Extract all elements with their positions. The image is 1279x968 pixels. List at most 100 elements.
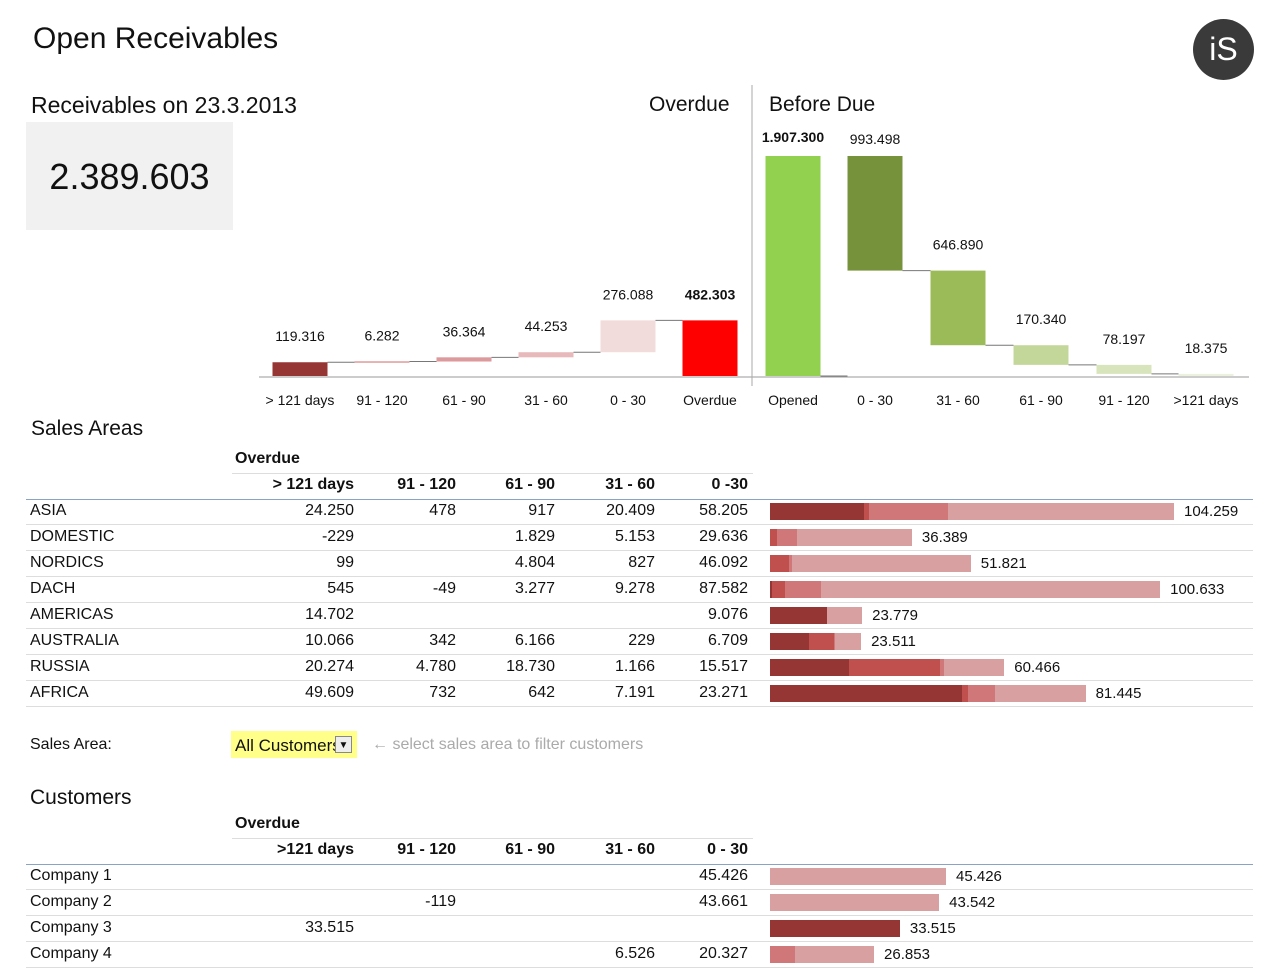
chevron-down-icon[interactable]: ▼ (335, 736, 352, 753)
sales-cell: 9.076 (638, 606, 748, 624)
customer-row-divider (26, 915, 1253, 916)
data-label-beforedue-3: 170.340 (1016, 311, 1067, 327)
sales-bar-total: 81.445 (1096, 685, 1142, 702)
sales-row-divider (26, 576, 1253, 577)
customer-bar-total: 43.542 (949, 894, 995, 911)
customer-cell: 45.426 (638, 867, 748, 885)
sales-bar-segment (810, 633, 834, 650)
tick-beforedue-3: 61 - 90 (1019, 392, 1063, 408)
customer-row-name: Company 4 (30, 945, 112, 963)
sales-bar-segment (835, 633, 861, 650)
sales-bar-segment (792, 555, 971, 572)
sales-row-name: AUSTRALIA (30, 632, 119, 650)
header-divider (232, 838, 753, 839)
sales-cell: 58.205 (638, 502, 748, 520)
customer-bar-segment (795, 946, 874, 963)
data-label-overdue-5: 482.303 (685, 286, 736, 302)
customer-row-divider (26, 941, 1253, 942)
filter-hint: ← select sales area to filter customers (372, 736, 643, 754)
sales-row-name: RUSSIA (30, 658, 90, 676)
tick-overdue-4: 0 - 30 (610, 392, 646, 408)
bar-beforedue-4 (1097, 365, 1152, 374)
sales-row-name: DACH (30, 580, 75, 598)
bar-beforedue-3 (1014, 345, 1069, 365)
header-underline (26, 864, 1253, 865)
sales-bar-segment (770, 685, 962, 702)
data-label-overdue-1: 6.282 (364, 328, 399, 344)
customer-bar-segment (770, 894, 939, 911)
sales-bar-segment (770, 503, 864, 520)
bar-beforedue-2 (931, 271, 986, 346)
data-label-beforedue-2: 646.890 (933, 237, 984, 253)
tick-overdue-0: > 121 days (266, 392, 335, 408)
sales-row-divider (26, 680, 1253, 681)
data-label-beforedue-5: 18.375 (1185, 340, 1228, 356)
sales-cell: 6.709 (638, 632, 748, 650)
customer-bar-total: 45.426 (956, 868, 1002, 885)
overdue-group-header: Overdue (235, 815, 300, 833)
sales-bar-total: 100.633 (1170, 581, 1224, 598)
sales-bar-segment (944, 659, 1004, 676)
sales-bar-segment (770, 633, 809, 650)
sales-row-divider (26, 550, 1253, 551)
sales-bar-segment (777, 529, 797, 546)
sales-bar-total: 104.259 (1184, 503, 1238, 520)
sales-cell: 642 (445, 684, 555, 702)
sales-bar-total: 51.821 (981, 555, 1027, 572)
bar-overdue-2 (437, 357, 492, 361)
bar-overdue-0 (273, 362, 328, 376)
column-header-2: 61 - 90 (445, 476, 555, 494)
sales-bar-segment (785, 581, 821, 598)
sales-area-dropdown[interactable]: All Customers ▼ (231, 731, 357, 758)
customer-row-name: Company 1 (30, 867, 112, 885)
bar-overdue-1 (355, 362, 410, 363)
sales-cell: 917 (445, 502, 555, 520)
sales-cell: 545 (244, 580, 354, 598)
sales-bar-total: 36.389 (922, 529, 968, 546)
header-underline (26, 499, 1253, 500)
tick-overdue-2: 61 - 90 (442, 392, 486, 408)
sales-cell: 87.582 (638, 580, 748, 598)
customer-bar-segment (770, 946, 795, 963)
data-label-overdue-4: 276.088 (603, 286, 654, 302)
sales-bar-segment (827, 607, 862, 624)
sales-row-divider (26, 706, 1253, 707)
customer-bar-total: 33.515 (910, 920, 956, 937)
customer-cell: 33.515 (244, 919, 354, 937)
customer-bar-segment (770, 920, 900, 937)
sales-bar-segment (772, 581, 785, 598)
tick-beforedue-0: Opened (768, 392, 818, 408)
sales-cell: 732 (346, 684, 456, 702)
sales-bar-total: 60.466 (1014, 659, 1060, 676)
sales-bar-total: 23.511 (871, 633, 916, 650)
customer-row-name: Company 3 (30, 919, 112, 937)
sales-bar-segment (968, 685, 996, 702)
bar-beforedue-1 (848, 156, 903, 271)
data-label-beforedue-1: 993.498 (850, 131, 901, 147)
data-label-overdue-0: 119.316 (275, 328, 325, 344)
column-header-4: 0 -30 (638, 476, 748, 494)
sales-bar-segment (770, 659, 849, 676)
tick-beforedue-1: 0 - 30 (857, 392, 893, 408)
data-label-beforedue-0: 1.907.300 (762, 129, 824, 145)
tick-beforedue-4: 91 - 120 (1098, 392, 1150, 408)
bar-overdue-5 (683, 320, 738, 376)
tick-overdue-3: 31 - 60 (524, 392, 568, 408)
sales-cell: 99 (244, 554, 354, 572)
column-header-2: 61 - 90 (445, 841, 555, 859)
sales-cell: 4.780 (346, 658, 456, 676)
sales-bar-segment (821, 581, 1160, 598)
customer-row-name: Company 2 (30, 893, 112, 911)
sales-row-name: ASIA (30, 502, 66, 520)
sales-cell: 20.274 (244, 658, 354, 676)
sales-cell: 29.636 (638, 528, 748, 546)
customers-title: Customers (30, 786, 132, 810)
sales-cell: 6.166 (445, 632, 555, 650)
data-label-overdue-3: 44.253 (525, 318, 568, 334)
customer-cell: 43.661 (638, 893, 748, 911)
sales-areas-title: Sales Areas (31, 417, 143, 441)
sales-cell: 24.250 (244, 502, 354, 520)
sales-cell: 49.609 (244, 684, 354, 702)
bar-overdue-3 (519, 352, 574, 357)
